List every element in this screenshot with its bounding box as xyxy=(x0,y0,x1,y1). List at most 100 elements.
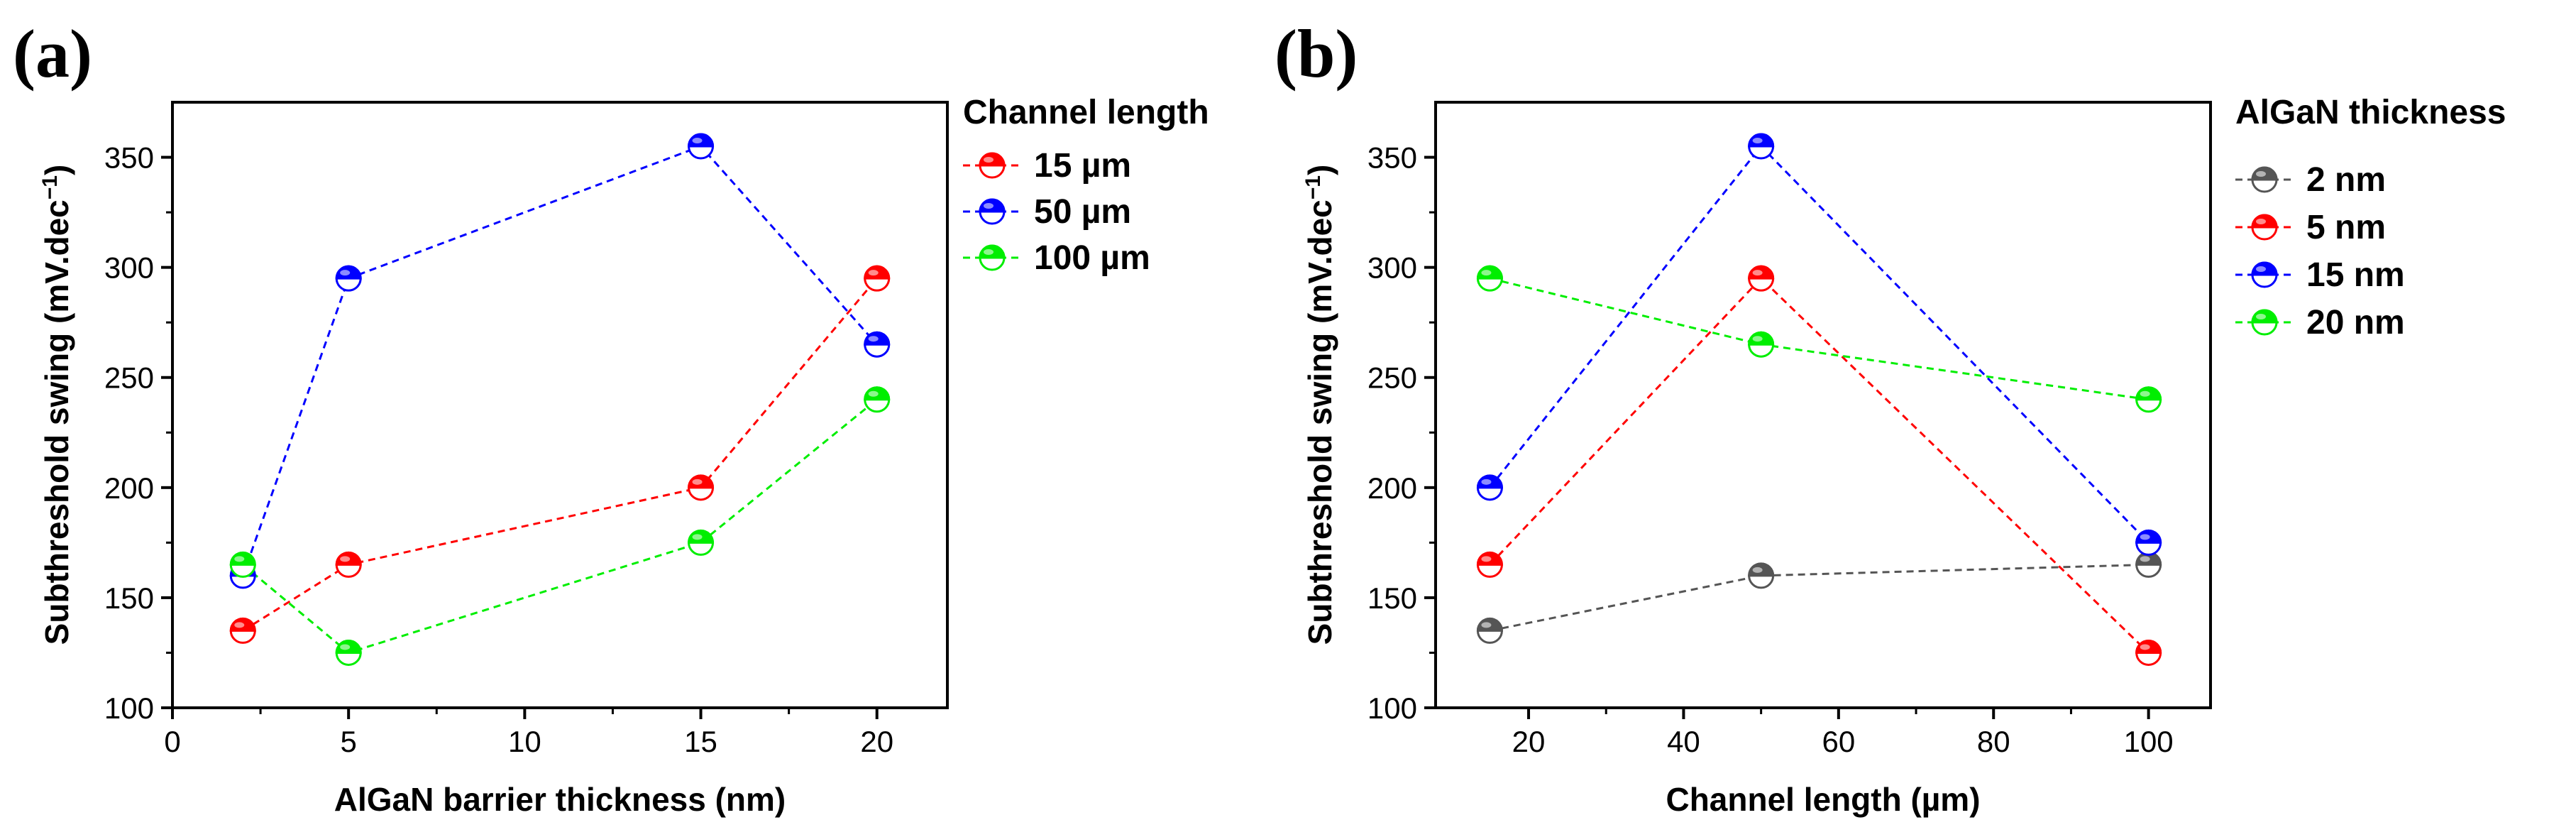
legend-marker-15-nm-highlight xyxy=(2256,266,2266,272)
y-tick-label: 100 xyxy=(104,691,154,725)
series-line-50-m xyxy=(241,145,878,576)
panel-b-label: (b) xyxy=(1275,16,1358,92)
data-point-50-m-highlight xyxy=(340,270,351,276)
x-tick-label: 0 xyxy=(164,725,180,758)
data-point-15-nm xyxy=(1476,474,1503,501)
legend-label-100-m: 100 µm xyxy=(1034,239,1150,277)
y-tick-label: 250 xyxy=(104,361,154,395)
panel-a-y-axis-title-main: Subthreshold swing (mV.dec xyxy=(38,199,75,645)
legend-label-2-nm: 2 nm xyxy=(2306,161,2386,199)
series-line-15-m xyxy=(242,278,878,632)
legend-marker-20-nm-highlight xyxy=(2256,314,2266,319)
panel-a-x-axis-title: AlGaN barrier thickness (nm) xyxy=(334,781,786,818)
legend-label-15-nm: 15 nm xyxy=(2306,256,2405,294)
data-point-100-m-highlight xyxy=(340,644,351,650)
data-point-15-m-highlight xyxy=(692,478,703,485)
data-point-20-nm xyxy=(2135,386,2162,413)
y-tick-label: 200 xyxy=(104,471,154,505)
data-point-5-nm xyxy=(1748,265,1775,292)
panel-b-x-ticks: 20 40 60 80 100 xyxy=(1512,708,2174,758)
panel-b-legend-items: 2 nm 5 nm 15 nm 20 nm xyxy=(2235,161,2405,341)
data-point-100-m xyxy=(688,529,715,556)
data-point-15-m-highlight xyxy=(868,270,879,276)
data-point-2-nm xyxy=(1476,617,1503,644)
legend-label-50-m: 50 µm xyxy=(1034,193,1131,231)
panel-b-legend: AlGaN thickness 2 nm 5 nm 15 nm 20 nm xyxy=(2235,94,2506,341)
data-point-15-nm xyxy=(1748,133,1775,160)
series-line-5-nm xyxy=(1489,277,2150,654)
panel-b-legend-title: AlGaN thickness xyxy=(2235,94,2506,131)
panel-b-series xyxy=(1476,133,2162,666)
data-point-15-nm-highlight xyxy=(1752,138,1763,144)
series-line-20-nm xyxy=(1490,277,2149,401)
legend-marker-100-m xyxy=(979,244,1006,271)
data-point-2-nm xyxy=(2135,551,2162,578)
x-tick-label: 20 xyxy=(1512,725,1546,758)
panel-b-y-axis-title-sup: −1 xyxy=(1301,175,1325,199)
panel-a-legend-items: 15 µm 50 µm 100 µm xyxy=(963,147,1150,277)
panel-a-label: (a) xyxy=(13,16,92,92)
legend-marker-100-m-highlight xyxy=(984,249,993,255)
data-point-20-nm xyxy=(1476,265,1503,292)
panel-b: (b) 20 40 60 80 100 100 150 200 250 300 350 Chann… xyxy=(1275,16,2506,818)
data-point-50-m xyxy=(335,265,362,292)
data-point-100-m xyxy=(229,551,256,578)
series-line-15-nm xyxy=(1489,144,2150,544)
series-line-100-m xyxy=(242,398,878,655)
legend-marker-2-nm xyxy=(2251,166,2278,193)
x-tick-label: 15 xyxy=(684,725,717,758)
data-point-15-m xyxy=(335,551,362,578)
data-point-2-nm-highlight xyxy=(1481,622,1492,628)
legend-marker-5-nm xyxy=(2251,214,2278,241)
data-point-20-nm-highlight xyxy=(1481,270,1492,276)
data-point-2-nm xyxy=(1748,562,1775,589)
data-point-20-nm xyxy=(1748,331,1775,358)
data-point-15-nm xyxy=(2135,529,2162,556)
x-tick-label: 100 xyxy=(2124,725,2174,758)
panel-b-x-axis-title: Channel length (µm) xyxy=(1666,781,1980,818)
y-tick-label: 200 xyxy=(1367,471,1417,505)
data-point-20-nm-highlight xyxy=(1752,336,1763,342)
y-tick-label: 300 xyxy=(104,251,154,285)
panel-a: (a) 0 5 10 15 20 100 150 200 250 300 350 AlGaN ba… xyxy=(13,16,1209,818)
data-point-15-nm-highlight xyxy=(1481,478,1492,485)
panel-b-y-ticks: 100 150 200 250 300 350 xyxy=(1367,141,1436,725)
y-tick-label: 350 xyxy=(1367,141,1417,175)
panel-a-x-ticks: 0 5 10 15 20 xyxy=(164,708,893,758)
legend-marker-5-nm-highlight xyxy=(2256,219,2266,224)
panel-a-legend: Channel length 15 µm 50 µm 100 µm xyxy=(963,94,1209,277)
legend-marker-50-m xyxy=(979,198,1006,225)
panel-b-y-axis-title-main: Subthreshold swing (mV.dec xyxy=(1301,199,1338,645)
data-point-5-nm-highlight xyxy=(1752,270,1763,276)
y-tick-label: 300 xyxy=(1367,251,1417,285)
legend-marker-50-m-highlight xyxy=(984,203,993,209)
panel-a-plot-frame xyxy=(171,101,949,709)
data-point-15-m-highlight xyxy=(234,622,245,628)
data-point-100-m xyxy=(864,386,891,413)
x-tick-label: 10 xyxy=(508,725,541,758)
data-point-100-m-highlight xyxy=(234,556,245,562)
panel-b-y-axis-title-end: ) xyxy=(1301,165,1338,175)
data-point-15-m xyxy=(229,617,256,644)
data-point-20-nm-highlight xyxy=(2140,390,2150,397)
panel-a-legend-title: Channel length xyxy=(963,94,1209,131)
panel-b-y-axis-title: Subthreshold swing (mV.dec−1) xyxy=(1301,165,1339,645)
data-point-15-m-highlight xyxy=(340,556,351,562)
legend-marker-15-m xyxy=(979,152,1006,179)
data-point-5-nm-highlight xyxy=(2140,644,2150,650)
panel-a-y-axis-title-sup: −1 xyxy=(38,175,62,199)
legend-marker-20-nm xyxy=(2251,309,2278,336)
series-line-2-nm xyxy=(1490,563,2149,632)
data-point-5-nm-highlight xyxy=(1481,556,1492,562)
data-point-100-m xyxy=(335,639,362,666)
legend-marker-2-nm-highlight xyxy=(2256,171,2266,177)
panel-a-y-axis-title: Subthreshold swing (mV.dec−1) xyxy=(38,165,76,645)
data-point-2-nm-highlight xyxy=(2140,556,2150,562)
y-tick-label: 350 xyxy=(104,141,154,175)
legend-marker-15-m-highlight xyxy=(984,157,993,163)
panel-a-series xyxy=(229,133,891,666)
data-point-50-m-highlight xyxy=(692,138,703,144)
y-tick-label: 250 xyxy=(1367,361,1417,395)
data-point-100-m-highlight xyxy=(868,390,879,397)
